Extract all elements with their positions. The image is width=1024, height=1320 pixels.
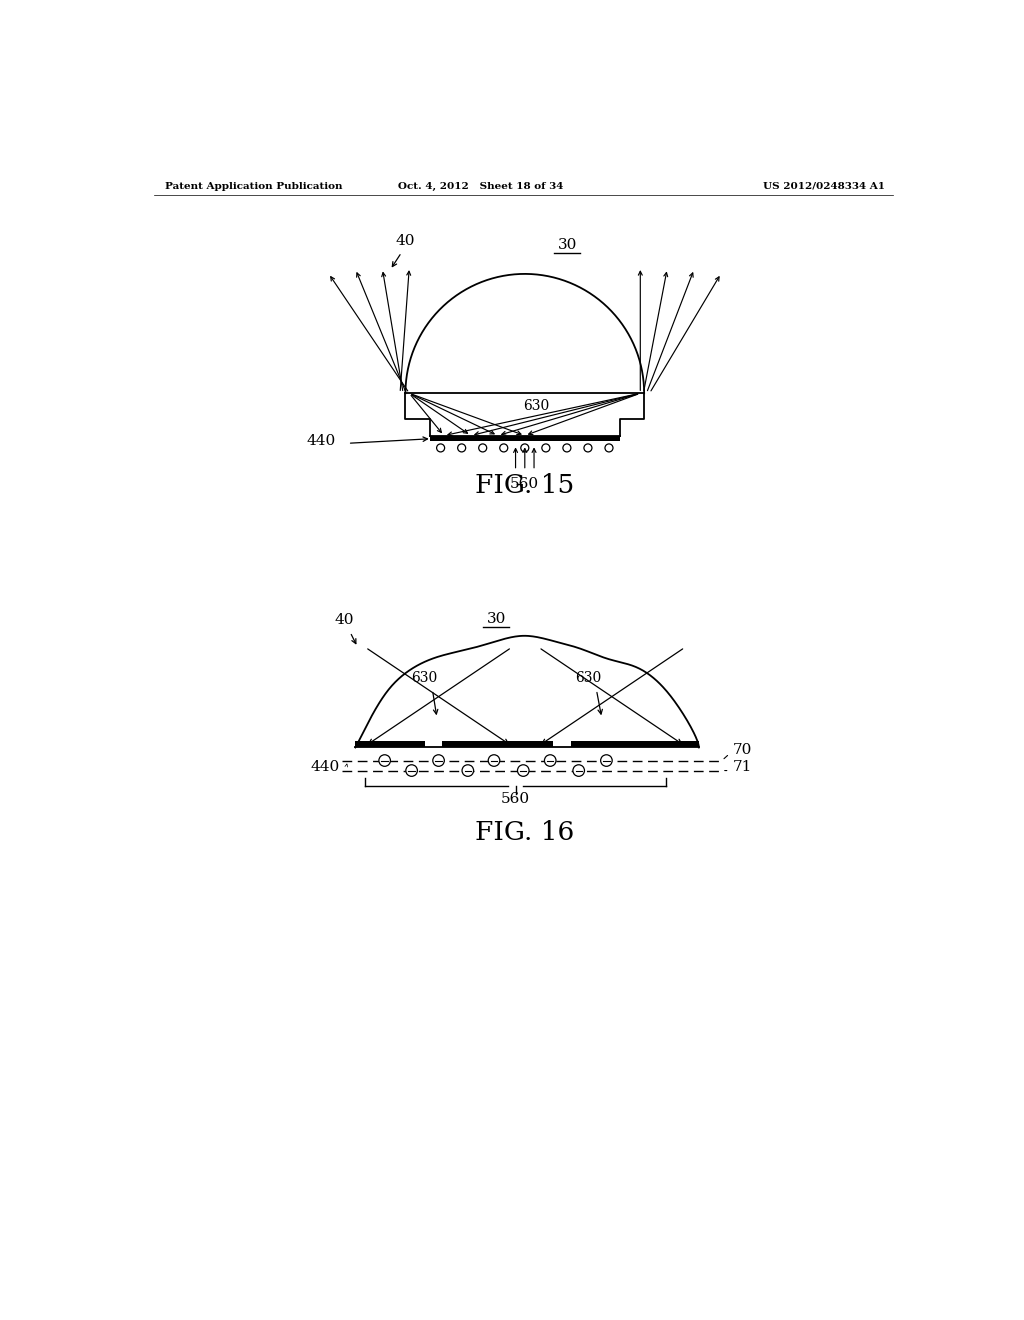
Text: 71: 71 [733, 759, 752, 774]
Text: 560: 560 [501, 792, 530, 807]
Text: 40: 40 [335, 614, 354, 627]
Text: 40: 40 [395, 234, 415, 248]
Text: 630: 630 [523, 399, 550, 413]
Text: US 2012/0248334 A1: US 2012/0248334 A1 [763, 182, 885, 190]
Circle shape [488, 755, 500, 767]
Text: 630: 630 [575, 671, 602, 685]
Text: Oct. 4, 2012   Sheet 18 of 34: Oct. 4, 2012 Sheet 18 of 34 [398, 182, 563, 190]
Text: 440: 440 [310, 759, 340, 774]
Polygon shape [355, 741, 425, 747]
Circle shape [572, 764, 585, 776]
Circle shape [517, 764, 529, 776]
Text: 30: 30 [557, 238, 577, 252]
Circle shape [545, 755, 556, 767]
Text: FIG. 16: FIG. 16 [475, 820, 574, 845]
Text: Patent Application Publication: Patent Application Publication [165, 182, 343, 190]
Text: 70: 70 [733, 743, 752, 756]
Text: 30: 30 [486, 611, 506, 626]
Circle shape [462, 764, 473, 776]
Circle shape [601, 755, 612, 767]
Circle shape [379, 755, 390, 767]
Polygon shape [571, 741, 698, 747]
Circle shape [406, 764, 418, 776]
Text: 630: 630 [412, 671, 438, 685]
Polygon shape [430, 436, 620, 441]
Polygon shape [442, 741, 553, 747]
Text: FIG. 15: FIG. 15 [475, 474, 574, 499]
Text: 440: 440 [307, 434, 336, 447]
Text: 560: 560 [510, 477, 540, 491]
Circle shape [433, 755, 444, 767]
